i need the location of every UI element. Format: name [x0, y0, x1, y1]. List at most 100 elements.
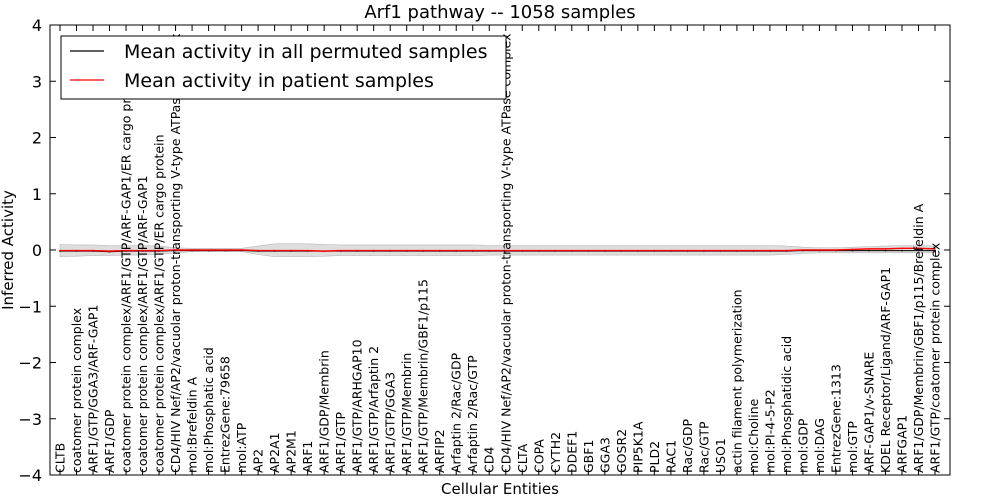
series-2-point: [719, 249, 722, 252]
series-2-point: [752, 249, 755, 252]
series-2-point: [901, 247, 903, 250]
series-2-point: [785, 249, 788, 252]
legend-label-permuted: Mean activity in all permuted samples: [124, 41, 487, 63]
series-2-point: [835, 249, 837, 251]
x-tick-label: mol:ATP: [234, 422, 249, 473]
x-tick-label: CLTB: [53, 443, 68, 473]
x-tick-label: coatomer protein complex/ARF1/GTP/ER car…: [152, 134, 167, 473]
series-2-point: [521, 249, 524, 252]
x-tick-label: ARF1/GTP/GGA3: [383, 372, 398, 473]
x-tick-label: CD4: [482, 447, 497, 473]
series-2-point: [504, 249, 507, 252]
x-tick-label: mol:DAG: [812, 418, 827, 473]
series-2-point: [587, 249, 590, 252]
y-tick-label: −2: [18, 354, 42, 373]
series-2-point: [306, 249, 309, 252]
series-2-point: [703, 249, 705, 252]
x-tick-label: coatomer protein complex: [69, 308, 84, 473]
series-2-point: [422, 249, 425, 252]
series-2-point: [75, 249, 78, 252]
x-tick-label: USO1: [713, 438, 728, 473]
x-tick-label: ARF1/GTP/Arfaptin 2: [366, 346, 381, 473]
series-2-point: [471, 249, 474, 252]
x-tick-label: ARF1/GTP/coatomer protein complex: [928, 243, 943, 473]
series-line-2: [60, 247, 936, 252]
x-axis: CLTB coatomer protein complex ARF1/GTP/GGA…: [53, 25, 943, 475]
x-tick-label: ARFIP2: [432, 429, 447, 473]
series-2-point: [438, 249, 441, 252]
x-tick-label: ARF1: [300, 441, 315, 473]
plot-area: [49, 24, 951, 476]
y-tick-label: −3: [18, 410, 42, 429]
x-tick-label: AP2M1: [284, 430, 299, 473]
series-2-point: [455, 249, 458, 252]
series-2-point: [59, 249, 61, 252]
x-tick-label: ARF1/GTP/GGA3/ARF-GAP1: [86, 305, 101, 473]
x-tick-label: AP2: [251, 449, 266, 473]
series-1-point: [901, 249, 903, 252]
series-2-point: [604, 249, 606, 252]
series-2-point: [934, 248, 936, 250]
series-2-point: [851, 248, 854, 251]
chart-title: Arf1 pathway -- 1058 samples: [364, 2, 635, 23]
y-tick-label: 2: [32, 129, 42, 148]
y-tick-label: 0: [32, 241, 42, 260]
series-2-point: [158, 249, 160, 252]
series-2-point: [653, 249, 656, 252]
series-2-point: [141, 249, 144, 252]
x-tick-label: GBF1: [581, 440, 596, 473]
series-2-point: [356, 249, 358, 252]
series-2-point: [125, 249, 127, 252]
legend-box: [60, 35, 507, 100]
series-1-point: [851, 249, 854, 252]
x-tick-label: mol:Choline: [746, 398, 761, 473]
series-2-point: [488, 249, 491, 252]
x-tick-label: ARF1/GTP/Membrin: [399, 353, 414, 473]
series-2-point: [224, 249, 226, 251]
series-2-point: [323, 250, 325, 252]
series-1-point: [884, 249, 887, 252]
legend-label-patient: Mean activity in patient samples: [124, 70, 434, 92]
series-marks: [59, 243, 936, 258]
y-tick-label: −1: [18, 297, 42, 316]
x-tick-label: CYTH2: [548, 432, 563, 473]
series-2-point: [884, 248, 887, 250]
x-tick-label: GGA3: [597, 437, 612, 473]
series-2-point: [372, 249, 375, 252]
series-2-point: [191, 249, 193, 251]
x-tick-label: mol:GDP: [795, 418, 810, 473]
x-tick-label: mol:PI-4-5-P2: [762, 389, 777, 473]
series-2-point: [570, 249, 573, 252]
x-tick-label: coatomer protein complex/ARF1/GTP/ARF-GA…: [119, 67, 134, 473]
series-2-point: [108, 250, 111, 252]
series-2-point: [802, 249, 804, 251]
series-2-point: [554, 249, 557, 252]
x-tick-label: CD4/HIV Nef/AP2/vacuolar proton-transpor…: [168, 34, 183, 474]
x-tick-label: Arfaptin 2/Rac/GDP: [449, 352, 464, 473]
series-2-point: [273, 249, 276, 252]
x-tick-label: Rac/GDP: [680, 419, 695, 473]
series-2-point: [174, 249, 177, 251]
x-tick-label: ARFGAP1: [894, 415, 909, 473]
x-tick-label: AP2A1: [267, 432, 282, 473]
x-tick-label: ARF1/GDP: [102, 409, 117, 473]
x-tick-label: Arfaptin 2/Rac/GTP: [465, 355, 480, 473]
y-tick-label: 3: [32, 72, 42, 91]
series-2-point: [686, 249, 689, 252]
x-tick-label: mol:Brefeldin A: [185, 376, 200, 473]
series-2-point: [389, 249, 391, 252]
x-axis-label: Cellular Entities: [441, 480, 559, 498]
x-tick-label: COPA: [531, 439, 546, 473]
y-tick-label: 1: [32, 185, 42, 204]
series-2-point: [769, 249, 771, 252]
series-2-point: [207, 249, 210, 251]
x-tick-label: CLTA: [515, 443, 530, 473]
x-tick-label: GOSR2: [614, 429, 629, 473]
legend: Mean activity in all permuted samples Me…: [60, 35, 507, 100]
series-2-point: [92, 249, 94, 252]
series-2-point: [637, 249, 639, 252]
x-tick-label: EntrezGene:1313: [828, 364, 843, 473]
series-2-point: [339, 249, 342, 252]
x-tick-label: PIP5K1A: [630, 421, 645, 473]
series-2-point: [670, 249, 672, 252]
